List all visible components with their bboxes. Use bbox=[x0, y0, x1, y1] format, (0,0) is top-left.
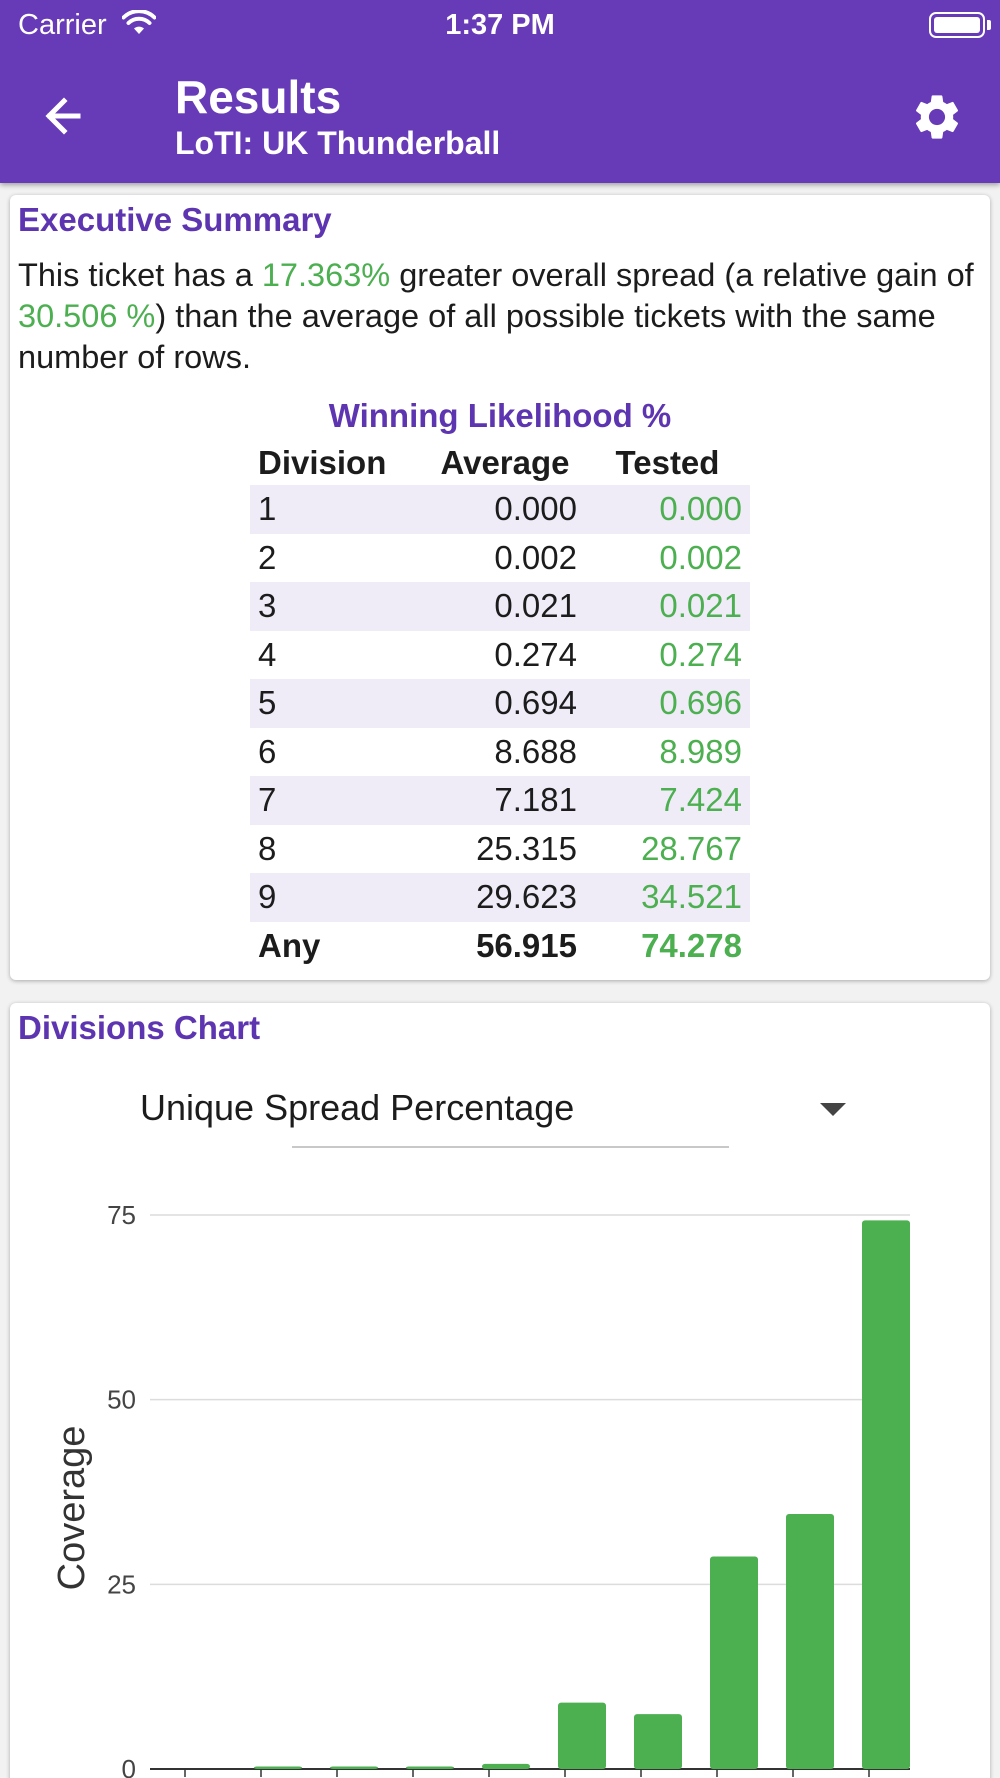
tested-cell: 0.274 bbox=[659, 635, 742, 673]
tested-cell: 0.696 bbox=[585, 679, 750, 728]
tested-cell: 0.021 bbox=[585, 582, 750, 631]
division-cell: 3 bbox=[250, 582, 425, 631]
average-cell: 0.274 bbox=[494, 635, 577, 673]
header-division: Division bbox=[258, 444, 387, 481]
total-label-cell: Any bbox=[258, 926, 321, 964]
table-row: 2 0.002 0.002 bbox=[250, 534, 750, 583]
division-cell: 1 bbox=[250, 485, 425, 534]
chart-bar bbox=[710, 1556, 758, 1769]
table-row: 9 29.623 34.521 bbox=[250, 873, 750, 922]
executive-summary-card: Executive Summary This ticket has a 17.3… bbox=[10, 195, 990, 980]
division-cell: 6 bbox=[258, 732, 277, 770]
division-cell: 9 bbox=[250, 873, 425, 922]
table-header-row: Division Average Tested bbox=[250, 441, 750, 485]
chart-bar bbox=[558, 1702, 606, 1769]
divisions-bar-chart: 0 25 50 75 Coverage bbox=[51, 1200, 910, 1778]
page-subtitle: LoTI: UK Thunderball bbox=[175, 125, 501, 161]
average-cell: 8.688 bbox=[494, 732, 577, 770]
settings-button[interactable] bbox=[910, 90, 964, 144]
dropdown-underline bbox=[292, 1146, 729, 1148]
divisions-chart-card: Divisions Chart Unique Spread Percentage… bbox=[10, 1003, 990, 1778]
title-block: Results LoTI: UK Thunderball bbox=[175, 70, 500, 162]
total-tested-cell: 74.278 bbox=[641, 926, 742, 964]
table-row: 8 25.315 28.767 bbox=[250, 825, 750, 874]
gear-icon bbox=[915, 95, 959, 139]
chart-bar bbox=[482, 1763, 530, 1769]
likelihood-table: Division Average Tested 1 0.000 0.000 2 0.0… bbox=[250, 441, 750, 970]
clock: 1:37 PM bbox=[445, 9, 555, 41]
chart-mode-dropdown[interactable]: Unique Spread Percentage bbox=[140, 1083, 880, 1149]
summary-text-part1: This ticket has a bbox=[18, 257, 262, 293]
status-bar: Carrier 1:37 PM bbox=[0, 0, 1000, 50]
back-button[interactable] bbox=[38, 86, 98, 146]
average-cell: 25.315 bbox=[476, 829, 577, 867]
tested-cell: 0.000 bbox=[585, 485, 750, 534]
table-row: 6 8.688 8.989 bbox=[250, 728, 750, 777]
total-average-cell: 56.915 bbox=[476, 926, 577, 964]
summary-heading: Executive Summary bbox=[18, 201, 332, 238]
division-cell: 5 bbox=[250, 679, 425, 728]
average-cell: 0.000 bbox=[425, 485, 585, 534]
y-axis-label: Coverage bbox=[51, 1426, 93, 1591]
arrow-left-icon bbox=[45, 97, 81, 135]
summary-text: This ticket has a 17.363% greater overal… bbox=[18, 255, 978, 378]
caret-down-icon bbox=[820, 1103, 846, 1116]
summary-text-part2: greater overall spread (a relative gain … bbox=[390, 257, 974, 293]
tested-cell: 34.521 bbox=[585, 873, 750, 922]
chart-axes: 0 25 50 75 Coverage bbox=[51, 1200, 870, 1778]
table-row: 5 0.694 0.696 bbox=[250, 679, 750, 728]
chart-bar bbox=[406, 1766, 454, 1769]
header-average: Average bbox=[440, 444, 570, 481]
table-row: 4 0.274 0.274 bbox=[250, 631, 750, 680]
average-cell: 29.623 bbox=[425, 873, 585, 922]
table-caption: Winning Likelihood % bbox=[328, 397, 672, 434]
carrier-label: Carrier bbox=[18, 9, 107, 41]
average-cell: 0.002 bbox=[494, 538, 577, 576]
chart-bar bbox=[634, 1714, 682, 1769]
chart-bar bbox=[330, 1766, 378, 1769]
wifi-icon bbox=[122, 10, 156, 34]
header-tested: Tested bbox=[615, 444, 720, 481]
division-cell: 4 bbox=[258, 635, 277, 673]
division-cell: 8 bbox=[258, 829, 277, 867]
page-title: Results bbox=[175, 71, 342, 123]
y-tick-label: 25 bbox=[107, 1569, 136, 1599]
chart-bar bbox=[862, 1220, 910, 1769]
average-cell: 0.694 bbox=[425, 679, 585, 728]
table-total-row: Any 56.915 74.278 bbox=[250, 922, 750, 971]
y-tick-label: 50 bbox=[107, 1385, 136, 1415]
division-cell: 2 bbox=[258, 538, 277, 576]
battery-icon bbox=[929, 12, 985, 38]
tested-cell: 7.424 bbox=[585, 776, 750, 825]
average-cell: 0.021 bbox=[425, 582, 585, 631]
tested-cell: 8.989 bbox=[659, 732, 742, 770]
spread-value: 17.363% bbox=[261, 257, 391, 293]
app-bar: Carrier 1:37 PM Results LoTI: UK Thunder… bbox=[0, 0, 1000, 183]
tested-cell: 28.767 bbox=[641, 829, 742, 867]
table-row: 7 7.181 7.424 bbox=[250, 776, 750, 825]
table-row: 1 0.000 0.000 bbox=[250, 485, 750, 534]
summary-text-part3: ) than the average of all possible ticke… bbox=[18, 298, 936, 375]
y-tick-label: 0 bbox=[122, 1754, 136, 1778]
average-cell: 7.181 bbox=[425, 776, 585, 825]
gain-value: 30.506 % bbox=[18, 298, 156, 334]
chart-bar bbox=[254, 1766, 302, 1769]
y-tick-label: 75 bbox=[107, 1200, 136, 1230]
chart-bar bbox=[786, 1514, 834, 1769]
chart-bars bbox=[254, 1220, 910, 1769]
dropdown-selected-value: Unique Spread Percentage bbox=[140, 1087, 575, 1128]
battery-cap bbox=[987, 20, 991, 30]
chart-heading: Divisions Chart bbox=[18, 1009, 261, 1046]
table-row: 3 0.021 0.021 bbox=[250, 582, 750, 631]
division-cell: 7 bbox=[250, 776, 425, 825]
tested-cell: 0.002 bbox=[659, 538, 742, 576]
